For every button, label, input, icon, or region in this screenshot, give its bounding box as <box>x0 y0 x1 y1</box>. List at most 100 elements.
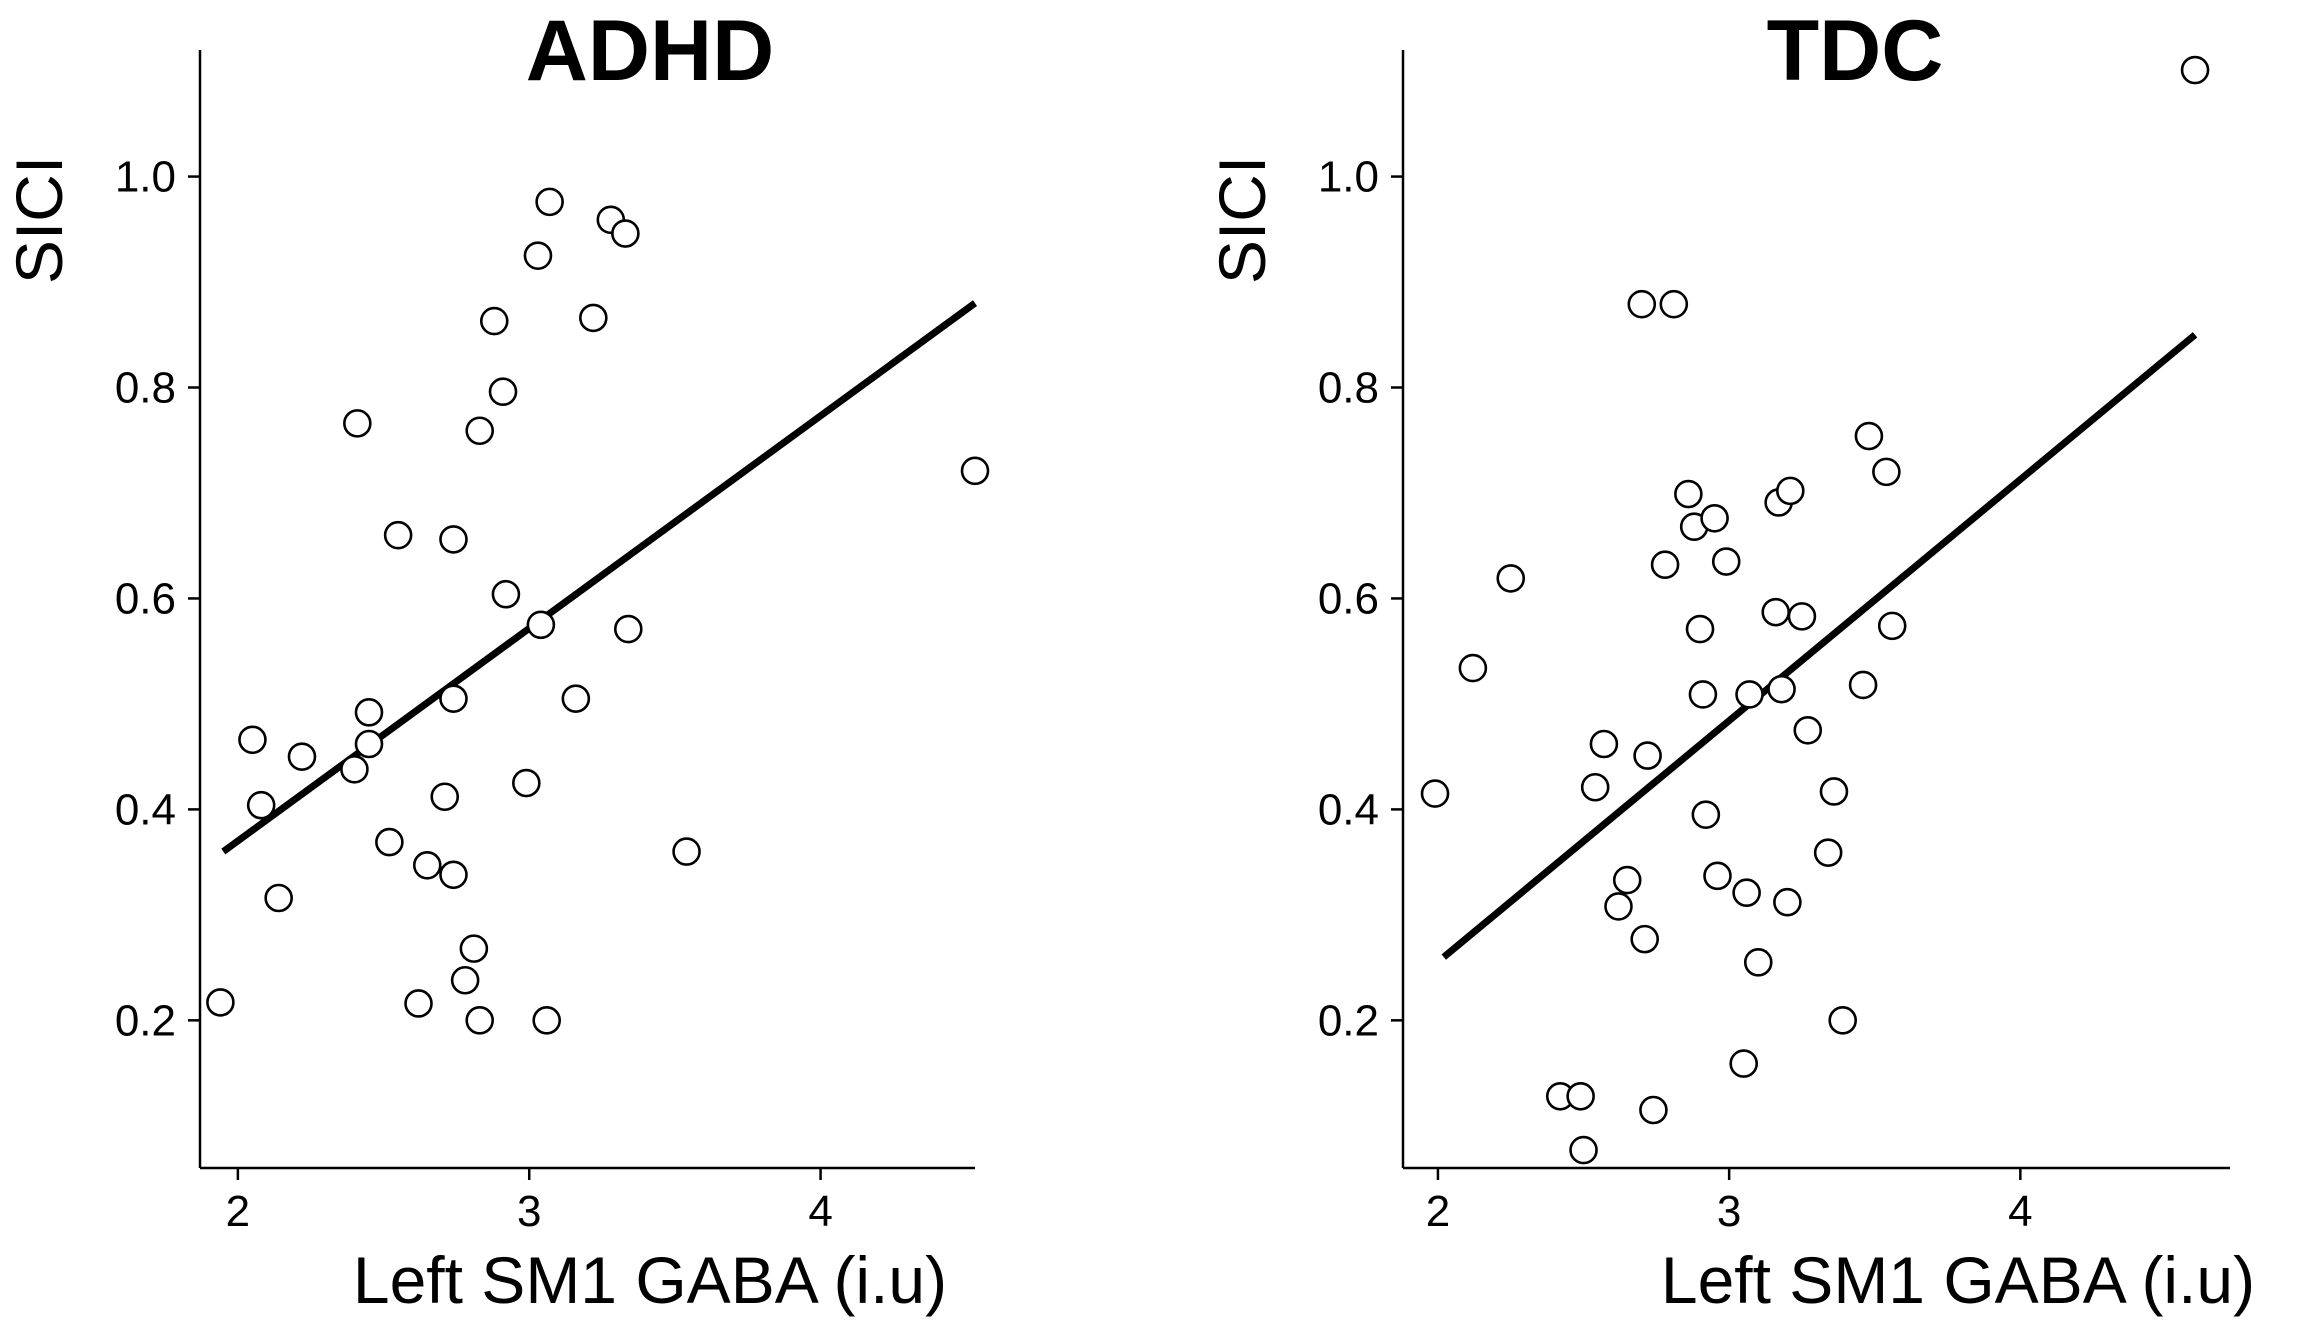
tdc-data-point <box>1743 948 1773 977</box>
adhd-data-point <box>206 988 235 1017</box>
adhd-data-point <box>412 850 442 880</box>
tdc-data-point <box>1828 1006 1858 1035</box>
adhd-data-point <box>561 684 591 713</box>
tdc-data-point <box>1819 777 1849 806</box>
tdc-data-point <box>1566 1081 1595 1111</box>
adhd-data-point <box>264 883 293 913</box>
adhd-data-point <box>613 614 643 644</box>
tdc-data-point <box>1848 670 1878 700</box>
adhd-data-point <box>383 520 413 550</box>
adhd-data-point <box>465 416 494 446</box>
adhd-data-point <box>491 579 521 609</box>
adhd-data-point <box>375 827 404 857</box>
adhd-data-point <box>579 303 608 333</box>
adhd-data-point <box>404 989 433 1018</box>
tdc-x-axis-label: Left SM1 GABA (i.u) <box>1661 1243 2255 1317</box>
adhd-data-point <box>439 684 468 713</box>
tdc-y-tick-label: 0.4 <box>1318 785 1379 834</box>
adhd-x-axis-label: Left SM1 GABA (i.u) <box>353 1243 947 1317</box>
tdc-data-point <box>1761 597 1791 627</box>
tdc-data-point <box>1580 772 1610 802</box>
tdc-data-point <box>1767 674 1796 704</box>
tdc-data-point <box>1735 680 1764 709</box>
tdc-data-point <box>1659 289 1689 319</box>
tdc-y-tick-label: 0.8 <box>1318 364 1379 413</box>
adhd-y-tick-label: 0.4 <box>115 785 176 834</box>
tdc-data-point <box>2180 55 2210 85</box>
tdc-data-point <box>1773 887 1802 917</box>
adhd-data-point <box>512 768 541 798</box>
adhd-data-point <box>465 1006 494 1035</box>
tdc-data-point <box>1700 503 1729 533</box>
tdc-regression-group <box>1441 332 2198 960</box>
tdc-scatter-panel: TDC SICI Left SM1 GABA (i.u) 0.20.40.60.… <box>1205 3 2255 1317</box>
tdc-data-point <box>1813 838 1843 867</box>
adhd-y-tick-label: 1.0 <box>115 153 176 202</box>
tdc-data-point <box>1569 1135 1598 1165</box>
tdc-data-point <box>1604 892 1633 921</box>
tdc-data-point <box>1711 547 1741 576</box>
tdc-y-axis-label: SICI <box>1205 156 1279 284</box>
tdc-data-point <box>1633 741 1662 770</box>
tdc-data-point <box>1872 457 1901 487</box>
adhd-data-point <box>611 219 640 248</box>
tdc-data-point <box>1420 779 1450 808</box>
adhd-data-point <box>532 1006 562 1035</box>
adhd-chart-title: ADHD <box>526 3 774 99</box>
tdc-data-point <box>1854 421 1884 451</box>
adhd-data-point <box>672 837 701 866</box>
adhd-y-axis-label: SICI <box>2 156 76 284</box>
adhd-data-point <box>450 965 480 995</box>
tdc-ticks: 0.2 0.4 0.6 0.8 1.0 2 3 4 <box>1318 153 2033 1236</box>
tdc-x-tick-label: 2 <box>1426 1187 1450 1236</box>
tdc-regression-line <box>1441 332 2198 960</box>
adhd-y-tick-label: 0.2 <box>115 996 176 1045</box>
adhd-y-tick-label: 0.8 <box>115 364 176 413</box>
tdc-data-point <box>1775 476 1805 506</box>
tdc-data-point <box>1729 1049 1759 1078</box>
tdc-data-point <box>1685 614 1715 644</box>
adhd-data-point <box>430 782 460 812</box>
adhd-regression-group <box>221 300 978 855</box>
tdc-y-tick-label: 0.6 <box>1318 574 1379 623</box>
tdc-data-points <box>1420 55 2210 1165</box>
adhd-data-points <box>206 187 990 1035</box>
tdc-data-point <box>1496 564 1526 593</box>
adhd-ticks: 0.2 0.4 0.6 0.8 1.0 2 3 4 <box>115 153 833 1236</box>
adhd-x-tick-label: 3 <box>517 1187 541 1236</box>
tdc-data-point <box>1650 550 1680 580</box>
adhd-data-point <box>488 377 518 407</box>
adhd-data-point <box>354 729 384 759</box>
adhd-x-tick-label: 2 <box>226 1187 250 1236</box>
tdc-data-point <box>1674 479 1703 509</box>
adhd-data-point <box>960 456 990 486</box>
adhd-data-point <box>526 610 556 640</box>
tdc-chart-title: TDC <box>1767 3 1944 99</box>
tdc-data-point <box>1787 602 1817 631</box>
adhd-data-point <box>343 409 372 438</box>
adhd-data-point <box>439 860 468 890</box>
adhd-data-point <box>535 187 564 217</box>
adhd-x-tick-label: 4 <box>808 1187 832 1236</box>
tdc-data-point <box>1589 729 1619 759</box>
tdc-data-point <box>1688 680 1718 709</box>
adhd-data-point <box>439 525 468 554</box>
adhd-data-point <box>479 306 509 336</box>
tdc-data-point <box>1703 861 1732 891</box>
tdc-x-tick-label: 4 <box>2008 1187 2032 1236</box>
tdc-data-point <box>1612 865 1642 895</box>
tdc-x-tick-label: 3 <box>1717 1187 1741 1236</box>
tdc-y-tick-label: 0.2 <box>1318 996 1379 1045</box>
adhd-data-point <box>246 790 276 820</box>
tdc-data-point <box>1458 653 1488 683</box>
adhd-regression-line <box>221 300 978 855</box>
adhd-data-point <box>523 241 553 270</box>
adhd-scatter-panel: ADHD SICI Left SM1 GABA (i.u) 0.20.40.60… <box>2 3 990 1317</box>
tdc-data-point <box>1793 715 1823 745</box>
adhd-data-point <box>354 698 384 727</box>
tdc-y-tick-label: 1.0 <box>1318 153 1379 202</box>
tdc-data-point <box>1639 1095 1668 1125</box>
adhd-data-point <box>459 934 489 963</box>
tdc-data-point <box>1877 611 1907 641</box>
